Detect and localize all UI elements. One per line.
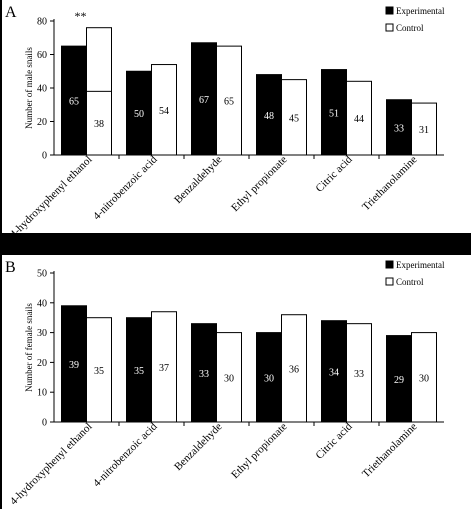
data-label-control: 30	[419, 373, 429, 384]
x-tick-label: 4-hydroxyphenyl ethanol	[8, 154, 95, 233]
x-tick-label: Citric acid	[314, 420, 355, 461]
x-tick-label: Citric acid	[314, 153, 355, 194]
data-label-control: 37	[159, 363, 169, 374]
significance-annotation: **	[75, 9, 87, 23]
y-tick-label: 0	[42, 418, 47, 429]
data-label-experimental: 65	[69, 97, 79, 108]
data-label-experimental: 67	[199, 95, 209, 106]
chart-a-svg: A 0 20 40 60 80 Number of male snails 65 38 4-hy…	[5, 4, 445, 233]
x-tick-label: Triethanolamine	[360, 421, 420, 481]
legend-label: Control	[396, 277, 424, 287]
bar-experimental	[191, 323, 217, 423]
y-tick-label: 40	[37, 298, 47, 309]
bar-control	[411, 102, 437, 156]
x-tick-label: Triethanolamine	[360, 154, 420, 214]
data-label-control: 38	[94, 119, 104, 130]
panel-label: B	[5, 259, 16, 276]
bar-control	[281, 314, 307, 423]
data-label-control: 33	[354, 369, 364, 380]
bar-control	[86, 317, 112, 423]
bar-experimental	[126, 70, 152, 156]
y-tick-label: 40	[37, 84, 47, 95]
data-label-control: 44	[354, 114, 364, 125]
x-tick-label: Benzaldehyde	[172, 154, 225, 207]
bar-control	[411, 332, 437, 423]
bar-control	[281, 79, 307, 156]
data-label-experimental: 51	[329, 108, 339, 119]
data-label-control: 36	[289, 364, 299, 375]
bar-experimental	[61, 45, 87, 156]
data-label-control: 45	[289, 113, 299, 124]
x-tick-label: 4-nitrobenzoic acid	[91, 153, 160, 222]
panel-label: A	[5, 4, 17, 21]
x-tick-label: Benzaldehyde	[172, 421, 225, 474]
bar-experimental	[321, 69, 347, 156]
legend-label: Control	[396, 23, 424, 33]
bar-control	[216, 332, 242, 423]
legend-swatch	[385, 260, 394, 269]
y-tick-label: 30	[37, 328, 47, 339]
bar-control	[151, 311, 177, 423]
x-tick-label: 4-nitrobenzoic acid	[91, 420, 160, 489]
data-label-control: 65	[224, 97, 234, 108]
data-label-control: 30	[224, 373, 234, 384]
y-tick-label: 20	[37, 117, 47, 128]
legend-swatch	[385, 23, 394, 32]
y-tick-label: 50	[37, 269, 47, 280]
data-label-experimental: 39	[69, 360, 79, 371]
bar-control	[151, 64, 177, 156]
data-label-experimental: 30	[264, 373, 274, 384]
data-label-experimental: 50	[134, 109, 144, 120]
data-label-experimental: 34	[329, 367, 339, 378]
y-axis-label: Number of female snails	[24, 303, 34, 392]
data-label-control: 31	[419, 125, 429, 136]
data-label-control: 35	[94, 366, 104, 377]
x-tick-label: 4-hydroxyphenyl ethanol	[8, 421, 95, 508]
chart-panel-a: A 0 20 40 60 80 Number of male snails 65 38 4-hy…	[2, 0, 471, 233]
y-axis-label: Number of male snails	[24, 47, 34, 129]
bar-control	[86, 90, 112, 156]
data-label-control: 54	[159, 106, 169, 117]
chart-b-svg: B 0 10 20 30 40 50 Number of female snails 39 35…	[5, 259, 445, 508]
bar-control	[216, 45, 242, 156]
x-tick-label: Ethyl propionate	[229, 421, 290, 482]
data-label-experimental: 35	[134, 366, 144, 377]
data-label-experimental: 33	[394, 123, 404, 134]
y-tick-label: 10	[37, 388, 47, 399]
legend-swatch	[385, 6, 394, 15]
legend-label: Experimental	[396, 6, 445, 16]
chart-panel-b: B 0 10 20 30 40 50 Number of female snails 39 35…	[2, 255, 471, 509]
y-tick-label: 60	[37, 50, 47, 61]
y-tick-label: 0	[42, 151, 47, 162]
x-tick-label: Ethyl propionate	[229, 154, 290, 215]
data-label-experimental: 29	[394, 375, 404, 386]
data-label-experimental: 33	[199, 369, 209, 380]
bar-experimental	[386, 335, 412, 423]
legend-label: Experimental	[396, 260, 445, 270]
bar-control	[346, 323, 372, 423]
bar-experimental	[61, 305, 87, 423]
legend-swatch	[385, 277, 394, 286]
y-tick-label: 20	[37, 358, 47, 369]
bar-control	[346, 80, 372, 156]
data-label-experimental: 48	[264, 111, 274, 122]
bar-experimental	[191, 42, 217, 156]
y-tick-label: 80	[37, 17, 47, 28]
